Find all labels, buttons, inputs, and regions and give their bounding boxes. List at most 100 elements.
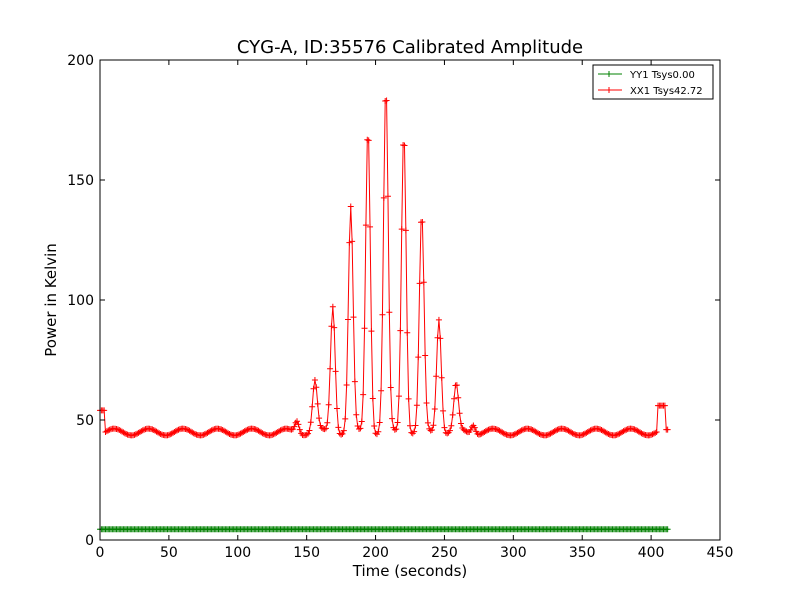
x-tick-label: 300 bbox=[500, 545, 527, 561]
data-point-xx1 bbox=[493, 426, 500, 433]
data-point-xx1 bbox=[365, 137, 372, 144]
data-point-xx1 bbox=[402, 227, 409, 234]
data-point-xx1 bbox=[500, 430, 507, 437]
data-point-xx1 bbox=[389, 415, 396, 422]
data-point-xx1 bbox=[360, 391, 367, 398]
data-point-xx1 bbox=[157, 430, 164, 437]
data-point-xx1 bbox=[597, 426, 604, 433]
data-point-xx1 bbox=[343, 381, 350, 388]
data-point-xx1 bbox=[329, 303, 336, 310]
data-point-xx1 bbox=[382, 98, 389, 105]
data-point-xx1 bbox=[383, 97, 390, 104]
data-point-xx1 bbox=[471, 424, 478, 431]
data-point-xx1 bbox=[362, 222, 369, 229]
data-point-xx1 bbox=[613, 431, 620, 438]
legend-box bbox=[592, 64, 714, 100]
data-point-xx1 bbox=[375, 428, 382, 435]
data-point-xx1 bbox=[311, 376, 318, 383]
data-point-xx1 bbox=[623, 426, 630, 433]
data-point-xx1 bbox=[551, 428, 558, 435]
data-point-xx1 bbox=[183, 426, 190, 433]
data-point-xx1 bbox=[484, 427, 491, 434]
data-point-xx1 bbox=[149, 426, 156, 433]
data-point-xx1 bbox=[314, 400, 321, 407]
data-point-xx1 bbox=[664, 426, 671, 433]
data-point-xx1 bbox=[190, 430, 197, 437]
data-point-xx1 bbox=[569, 430, 576, 437]
data-point-xx1 bbox=[131, 431, 138, 438]
y-tick-label: 150 bbox=[67, 173, 94, 189]
data-point-xx1 bbox=[437, 335, 444, 342]
x-ticks: 0 50 100 150 200 250 300 350 400 450 bbox=[96, 60, 733, 561]
data-point-xx1 bbox=[361, 325, 368, 332]
data-point-xx1 bbox=[397, 327, 404, 334]
data-point-xx1 bbox=[615, 431, 622, 438]
data-point-xx1 bbox=[518, 427, 525, 434]
data-point-xx1 bbox=[345, 316, 351, 323]
data-point-xx1 bbox=[309, 403, 316, 410]
data-point-xx1 bbox=[236, 431, 243, 438]
data-point-xx1 bbox=[451, 395, 458, 402]
x-tick-label: 100 bbox=[224, 545, 251, 561]
data-point-xx1 bbox=[462, 427, 469, 434]
data-point-xx1 bbox=[367, 223, 374, 230]
y-tick-label: 0 bbox=[85, 533, 94, 549]
data-point-xx1 bbox=[441, 424, 448, 431]
data-point-xx1 bbox=[139, 427, 146, 434]
data-point-xx1 bbox=[579, 431, 586, 438]
data-point-xx1 bbox=[448, 422, 455, 429]
legend-marker-yy1 bbox=[606, 71, 612, 77]
data-point-xx1 bbox=[368, 328, 375, 335]
data-point-xx1 bbox=[384, 193, 391, 200]
data-point-xx1 bbox=[562, 426, 569, 433]
data-point-xx1 bbox=[424, 419, 431, 426]
legend-marker-xx1 bbox=[606, 87, 612, 93]
x-tick-label: 350 bbox=[569, 545, 596, 561]
data-point-xx1 bbox=[328, 323, 335, 330]
data-point-xx1 bbox=[342, 415, 349, 422]
chart-title: CYG-A, ID:35576 Calibrated Amplitude bbox=[237, 37, 583, 58]
data-point-xx1 bbox=[431, 405, 438, 412]
data-point-xx1 bbox=[165, 431, 172, 438]
data-point-xx1 bbox=[192, 430, 199, 437]
data-point-xx1 bbox=[412, 422, 419, 429]
series-yy1 bbox=[97, 526, 671, 533]
data-point-xx1 bbox=[398, 226, 405, 233]
legend-label-xx1: XX1 Tsys42.72 bbox=[630, 86, 703, 97]
data-point-xx1 bbox=[372, 430, 379, 437]
data-point-xx1 bbox=[519, 426, 526, 433]
data-point-xx1 bbox=[243, 427, 250, 434]
data-point-xx1 bbox=[364, 136, 371, 143]
data-point-xx1 bbox=[241, 428, 248, 435]
data-point-xx1 bbox=[621, 427, 628, 434]
data-point-xx1 bbox=[631, 426, 638, 433]
data-point-xx1 bbox=[105, 427, 112, 434]
data-point-xx1 bbox=[422, 352, 429, 359]
data-point-xx1 bbox=[469, 423, 475, 430]
x-tick-label: 0 bbox=[96, 545, 105, 561]
data-point-xx1 bbox=[661, 402, 668, 409]
data-point-xx1 bbox=[588, 426, 595, 433]
data-point-xx1 bbox=[316, 415, 323, 422]
data-point-xx1 bbox=[429, 427, 436, 434]
data-point-xx1 bbox=[444, 430, 451, 437]
data-point-xx1 bbox=[332, 368, 339, 375]
data-point-xx1 bbox=[453, 382, 460, 389]
x-axis-title: Time (seconds) bbox=[352, 562, 468, 580]
data-point-xx1 bbox=[502, 430, 509, 437]
data-point-xx1 bbox=[331, 324, 338, 331]
data-point-xx1 bbox=[156, 430, 163, 437]
data-point-xx1 bbox=[369, 395, 376, 402]
data-point-xx1 bbox=[327, 365, 334, 372]
data-point-xx1 bbox=[546, 431, 553, 438]
data-point-xx1 bbox=[605, 430, 612, 437]
data-point-xx1 bbox=[408, 429, 415, 436]
data-point-xx1 bbox=[294, 418, 301, 425]
data-point-xx1 bbox=[554, 426, 561, 433]
data-point-xx1 bbox=[338, 431, 345, 438]
data-point-xx1 bbox=[260, 430, 267, 437]
data-point-xx1 bbox=[404, 329, 411, 336]
data-point-xx1 bbox=[353, 411, 360, 418]
